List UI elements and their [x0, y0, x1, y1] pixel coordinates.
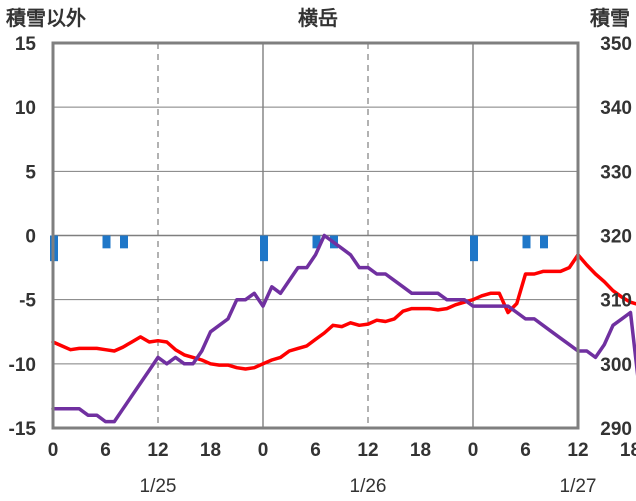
precip-bar	[522, 235, 531, 249]
right-axis-label: 積雪	[590, 6, 630, 30]
precip-bar	[312, 235, 321, 249]
right-tick-label: 330	[600, 162, 632, 183]
date-label: 1/27	[560, 476, 597, 497]
precip-bar	[120, 235, 128, 249]
precipitation-bars	[50, 235, 548, 262]
right-tick-label: 350	[600, 34, 632, 55]
x-tick-label: 0	[468, 440, 479, 461]
x-tick-label: 12	[567, 440, 588, 461]
left-tick-label: 5	[25, 162, 36, 183]
x-tick-labels: 0612180612180612180	[48, 440, 636, 461]
right-tick-label: 320	[600, 227, 632, 248]
date-label: 1/26	[350, 476, 387, 497]
right-tick-label: 300	[600, 355, 632, 376]
x-tick-label: 6	[310, 440, 321, 461]
precip-bar	[470, 235, 478, 262]
series-lines	[51, 233, 636, 424]
x-tick-label: 18	[410, 440, 431, 461]
left-tick-label: 15	[15, 34, 37, 55]
x-tick-label: 0	[48, 440, 59, 461]
right-tick-labels: 350 340 330 320 310 300 290	[600, 34, 632, 440]
x-tick-label: 0	[258, 440, 269, 461]
x-tick-label: 6	[520, 440, 531, 461]
x-tick-label: 6	[100, 440, 111, 461]
plot-frame	[51, 41, 580, 430]
x-tick-label: 18	[200, 440, 221, 461]
left-tick-label: -5	[19, 291, 36, 312]
series-temperature	[51, 253, 580, 371]
left-tick-labels: 15 10 5 0 -5 -10 -15	[9, 34, 37, 440]
precip-bar	[540, 235, 548, 249]
left-tick-label: -10	[9, 355, 36, 376]
date-labels: 1/25 1/26 1/27	[140, 476, 597, 497]
series-snow_depth_tail	[576, 310, 636, 377]
x-tick-label: 12	[147, 440, 168, 461]
left-tick-label: -15	[9, 419, 37, 440]
left-axis-label: 積雪以外	[6, 6, 86, 30]
series-snow_depth	[51, 233, 580, 424]
right-tick-label: 290	[600, 419, 632, 440]
x-tick-label: 12	[357, 440, 378, 461]
precip-bar	[102, 235, 111, 249]
chart-title: 横岳	[298, 6, 338, 30]
left-tick-label: 10	[15, 98, 36, 119]
right-tick-label: 310	[600, 291, 632, 312]
series-temperature_tail	[576, 253, 636, 306]
date-label: 1/25	[140, 476, 177, 497]
x-tick-label: 18	[620, 440, 636, 461]
right-tick-label: 340	[600, 98, 632, 119]
precip-bar	[260, 235, 268, 262]
left-tick-label: 0	[25, 227, 36, 248]
